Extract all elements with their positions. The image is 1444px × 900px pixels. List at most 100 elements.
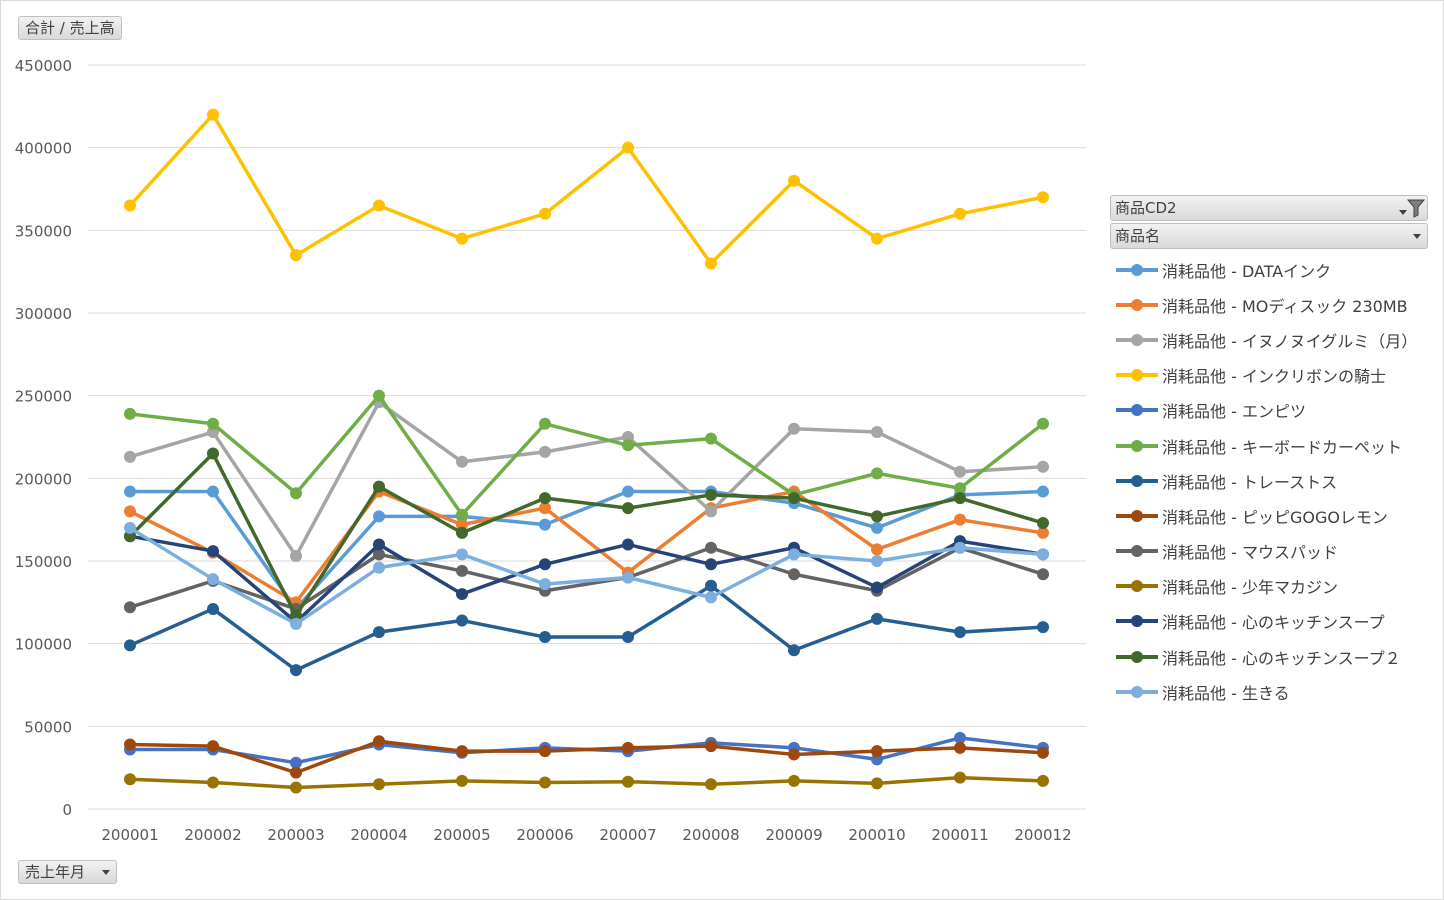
legend-marker — [1116, 580, 1158, 593]
data-point — [290, 617, 302, 630]
data-point — [456, 774, 468, 787]
data-point — [124, 450, 136, 463]
x-tick-label: 200002 — [184, 826, 241, 844]
series-line — [129, 739, 1044, 775]
data-point — [871, 555, 883, 567]
data-point — [207, 417, 219, 430]
data-point — [539, 492, 551, 505]
data-point — [539, 518, 551, 531]
series-3 — [124, 108, 1049, 270]
data-point — [622, 431, 634, 443]
data-point — [373, 389, 385, 402]
data-point — [954, 541, 966, 554]
data-point — [1037, 516, 1049, 529]
data-point — [871, 581, 883, 594]
chevron-down-icon — [1399, 210, 1407, 215]
data-point — [705, 541, 717, 554]
axis-field-label: 売上年月 — [25, 863, 86, 881]
data-point — [124, 601, 136, 614]
data-point — [456, 745, 468, 758]
data-point — [290, 609, 302, 622]
legend-field-label: 商品名 — [1115, 227, 1161, 245]
legend-label: 消耗品他 - 心のキッチンスープ２ — [1162, 648, 1401, 668]
series-line — [129, 393, 1045, 517]
data-point — [124, 407, 136, 420]
data-point — [207, 545, 219, 558]
data-point — [622, 485, 634, 498]
data-point — [456, 508, 468, 521]
x-tick-label: 200008 — [682, 826, 739, 844]
legend-label: 消耗品他 - イヌノヌイグルミ（月） — [1162, 331, 1418, 351]
data-point — [1037, 526, 1049, 539]
data-point — [373, 510, 385, 523]
data-point — [871, 543, 883, 556]
legend-marker — [1116, 298, 1158, 311]
data-point — [622, 502, 634, 515]
data-point — [207, 485, 219, 498]
data-point — [788, 548, 800, 561]
data-point — [954, 771, 966, 784]
y-tick-label: 0 — [62, 801, 72, 819]
x-tick-label: 200011 — [931, 826, 988, 844]
data-point — [207, 573, 219, 586]
series-5 — [124, 389, 1049, 521]
data-point — [705, 778, 717, 791]
filter-icon — [1406, 199, 1426, 218]
data-point — [539, 417, 551, 430]
y-axis-labels: 0 50000 100000 150000 200000 250000 300000 3500… — [15, 57, 72, 819]
data-point — [1037, 485, 1049, 498]
data-point — [705, 505, 717, 518]
legend-item: 消耗品他 - 心のキッチンスープ — [1116, 604, 1417, 639]
legend-field-product-cd2[interactable]: 商品CD2 — [1110, 195, 1428, 221]
legend-marker — [1116, 615, 1158, 628]
axis-field-button[interactable]: 売上年月 — [18, 860, 117, 884]
legend-item: 消耗品他 - キーボードカーペット — [1116, 428, 1417, 463]
values-field-button[interactable]: 合計 / 売上高 — [18, 16, 122, 40]
series-12 — [124, 521, 1049, 630]
data-point — [124, 199, 136, 212]
legend: 消耗品他 - DATAインク 消耗品他 - MOディスック 230MB 消耗品他 -… — [1116, 252, 1417, 709]
series-7 — [124, 735, 1049, 779]
legend-item: 消耗品他 - DATAインク — [1116, 252, 1417, 287]
x-tick-label: 200009 — [765, 826, 822, 844]
data-point — [373, 561, 385, 574]
legend-marker — [1116, 545, 1158, 558]
data-point — [539, 745, 551, 758]
values-field-label: 合計 / 売上高 — [25, 19, 115, 37]
gridlines — [88, 64, 1086, 810]
data-point — [124, 485, 136, 498]
data-point — [954, 741, 966, 754]
legend-item: 消耗品他 - 生きる — [1116, 674, 1417, 709]
legend-marker — [1116, 263, 1158, 276]
data-point — [871, 467, 883, 480]
data-point — [788, 644, 800, 657]
legend-marker — [1116, 404, 1158, 417]
x-tick-label: 200001 — [101, 826, 158, 844]
data-point — [705, 591, 717, 604]
y-tick-label: 300000 — [15, 305, 72, 323]
legend-label: 消耗品他 - 少年マカジン — [1162, 578, 1338, 598]
data-point — [788, 748, 800, 761]
data-point — [871, 777, 883, 790]
data-point — [622, 538, 634, 551]
data-point — [622, 571, 634, 584]
line-chart: 0 50000 100000 150000 200000 250000 300000 3500… — [15, 57, 1086, 844]
series-line — [129, 775, 1044, 790]
legend-item: 消耗品他 - インクリボンの騎士 — [1116, 358, 1417, 393]
x-tick-label: 200012 — [1014, 826, 1071, 844]
data-point — [456, 518, 468, 531]
data-point — [290, 664, 302, 677]
data-point — [1037, 774, 1049, 787]
legend-label: 消耗品他 - DATAインク — [1162, 261, 1332, 281]
chevron-down-icon — [102, 870, 110, 875]
data-point — [456, 455, 468, 468]
data-point — [373, 548, 385, 561]
data-point — [954, 482, 966, 495]
data-point — [373, 735, 385, 748]
data-point — [124, 773, 136, 786]
data-point — [954, 626, 966, 639]
legend-field-product-name[interactable]: 商品名 — [1110, 223, 1428, 249]
data-point — [539, 502, 551, 515]
legend-item: 消耗品他 - 少年マカジン — [1116, 569, 1417, 604]
x-tick-label: 200007 — [599, 826, 656, 844]
